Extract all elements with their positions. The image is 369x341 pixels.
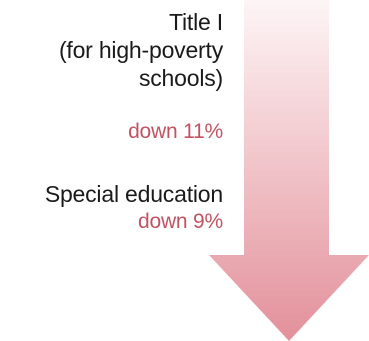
special-education-change: down 9% — [138, 210, 223, 233]
special-education-label: Special education — [44, 181, 223, 207]
title-i-label: Title I (for high-poverty schools) — [59, 8, 223, 92]
title-i-label-line-3: schools) — [138, 65, 223, 91]
title-i-change: down 11% — [128, 120, 223, 143]
title-i-label-line-1: Title I — [169, 9, 223, 35]
title-i-label-line-2: (for high-poverty — [58, 37, 223, 63]
